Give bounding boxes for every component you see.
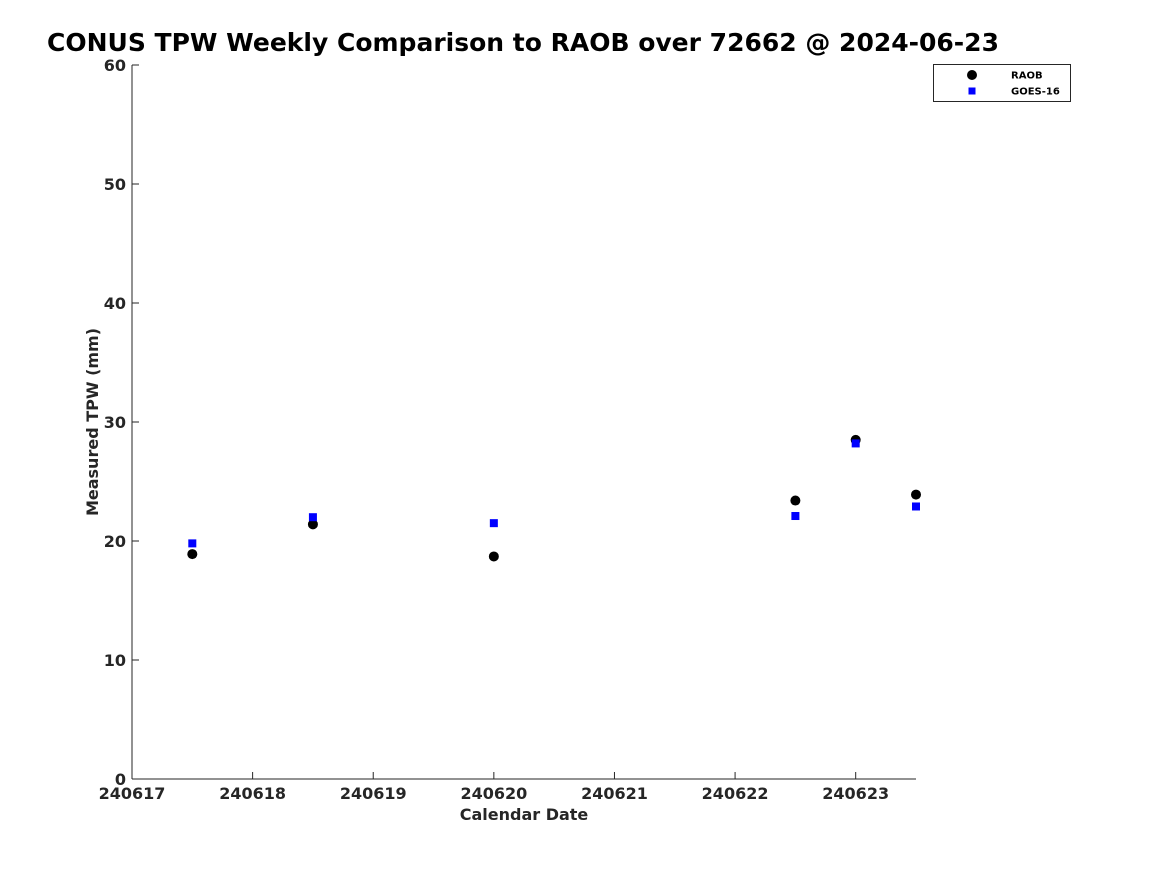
x-tick-label: 240619 bbox=[340, 784, 407, 803]
raob-point bbox=[488, 551, 499, 562]
raob-point bbox=[307, 519, 318, 530]
chart-title: CONUS TPW Weekly Comparison to RAOB over… bbox=[47, 28, 999, 57]
goes16-point bbox=[851, 439, 860, 448]
y-tick-label: 60 bbox=[104, 56, 126, 75]
legend-box bbox=[933, 64, 1071, 102]
x-tick-label: 240617 bbox=[99, 784, 166, 803]
x-tick-label: 240621 bbox=[581, 784, 648, 803]
x-tick-label: 240623 bbox=[822, 784, 889, 803]
y-tick-label: 20 bbox=[104, 532, 126, 551]
goes16-point bbox=[912, 502, 920, 511]
y-tick-label: 30 bbox=[104, 413, 126, 432]
legend-marker-goes16 bbox=[968, 87, 976, 95]
goes16-point bbox=[308, 513, 317, 522]
y-axis-label: Measured TPW (mm) bbox=[83, 328, 102, 516]
x-tick-label: 240618 bbox=[219, 784, 286, 803]
legend-marker-raob bbox=[967, 70, 977, 80]
legend-label: RAOB bbox=[1011, 71, 1043, 82]
x-tick-label: 240620 bbox=[460, 784, 527, 803]
goes16-point bbox=[489, 519, 498, 528]
raob-point bbox=[911, 489, 921, 500]
y-tick-label: 50 bbox=[104, 175, 126, 194]
goes16-point bbox=[791, 512, 800, 521]
raob-point bbox=[790, 495, 801, 506]
y-tick-label: 10 bbox=[104, 651, 126, 670]
x-tick-label: 240622 bbox=[702, 784, 769, 803]
y-tick-label: 40 bbox=[104, 294, 126, 313]
goes16-point bbox=[188, 539, 197, 548]
x-axis-label: Calendar Date bbox=[460, 805, 589, 824]
y-tick-label: 0 bbox=[115, 770, 126, 789]
legend-label: GOES-16 bbox=[1011, 87, 1060, 98]
raob-point bbox=[187, 549, 198, 560]
